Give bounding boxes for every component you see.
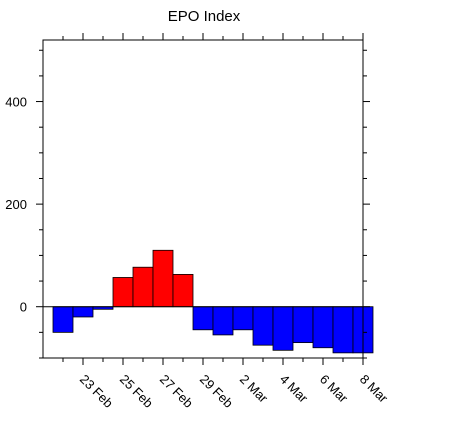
bar-12 [272,306,294,351]
bar-10 [232,306,254,331]
bar-6 [152,249,174,308]
x-tick-label: 23 Feb [77,372,116,411]
x-tick-label: 25 Feb [117,372,156,411]
x-tick-label: 6 Mar [317,372,352,407]
bar-9 [212,306,234,336]
y-tick-label: 200 [5,197,27,212]
y-axis: 0 200 400 [5,49,370,359]
chart-title: EPO Index [168,8,241,25]
bar-11 [252,306,274,346]
x-tick-label: 4 Mar [277,372,312,407]
x-axis: 23 Feb 25 Feb 27 Feb 29 Feb 2 Mar 4 Mar 6 Mar 8… [62,33,392,411]
bar-5 [132,266,154,308]
bar-7 [172,273,194,308]
y-tick-label: 0 [20,300,27,315]
bar-4 [112,277,134,308]
bar-13 [292,306,314,344]
y-tick-label: 400 [5,95,27,110]
x-tick-label: 27 Feb [157,372,196,411]
x-tick-label: 2 Mar [237,372,272,407]
bar-14 [312,306,334,349]
x-tick-label: 29 Feb [197,372,236,411]
bar-group [52,249,374,354]
bar-8 [192,306,214,331]
bar-2 [72,306,94,318]
x-tick-label: 8 Mar [357,372,392,407]
bar-15 [332,306,354,354]
bar-1 [52,306,74,333]
